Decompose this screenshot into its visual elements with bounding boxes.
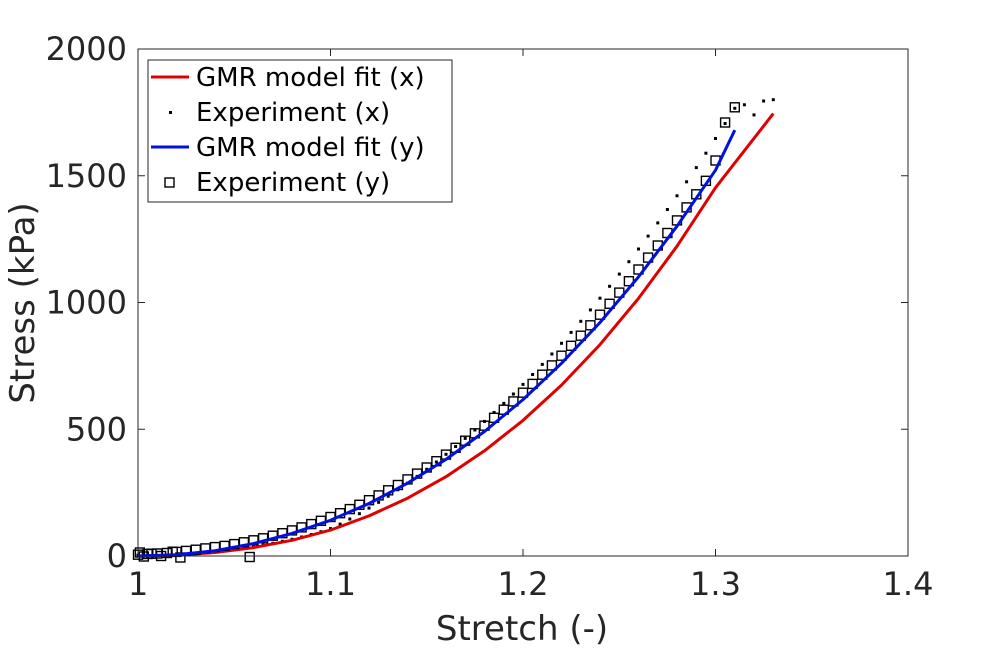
x-tick-label: 1.4: [883, 565, 934, 603]
data-point-experiment-y: [719, 117, 731, 128]
data-point-experiment-x: [569, 330, 573, 334]
data-point-experiment-x: [685, 180, 689, 184]
data-point-experiment-y: [244, 551, 255, 563]
data-point-experiment-x: [665, 208, 669, 211]
data-point-experiment-y: [527, 378, 538, 390]
data-point-experiment-x: [492, 411, 496, 414]
data-point-experiment-x: [656, 221, 660, 225]
data-point-experiment-y: [556, 350, 567, 361]
data-point-experiment-x: [762, 99, 766, 103]
data-point-experiment-x: [771, 98, 775, 102]
data-point-experiment-x: [357, 512, 361, 516]
data-point-experiment-x: [694, 166, 698, 170]
x-tick-label: 1.1: [305, 565, 356, 603]
legend: GMR model fit (x) Experiment (x) GMR mod…: [147, 59, 453, 203]
legend-label-experiment-y: Experiment (y): [196, 168, 390, 198]
data-point-experiment-x: [348, 517, 352, 521]
data-point-experiment-x: [550, 352, 554, 356]
data-point-experiment-x: [377, 500, 381, 504]
x-axis-label: Stretch (-): [436, 609, 608, 649]
legend-swatch-experiment-x: [169, 111, 172, 114]
data-point-experiment-x: [473, 428, 477, 432]
data-point-experiment-y: [565, 340, 577, 351]
data-point-experiment-x: [531, 373, 535, 376]
data-point-experiment-x: [511, 392, 515, 396]
data-point-experiment-x: [434, 460, 438, 464]
data-point-experiment-x: [675, 194, 679, 198]
data-point-experiment-y: [594, 309, 606, 320]
y-axis-label: Stress (kPa): [3, 202, 43, 403]
data-point-experiment-y: [546, 360, 558, 371]
data-point-experiment-y: [537, 369, 548, 380]
data-point-experiment-x: [425, 467, 429, 471]
data-point-experiment-x: [752, 113, 756, 117]
data-point-experiment-x: [723, 122, 727, 125]
legend-label-experiment-x: Experiment (x): [196, 98, 390, 128]
legend-swatch-experiment-y: [164, 177, 175, 188]
series-gmr-model-fit-x: [137, 112, 775, 558]
data-point-experiment-x: [598, 296, 602, 300]
data-point-experiment-x: [617, 272, 621, 276]
legend-box: [147, 59, 453, 203]
y-tick-label: 1500: [46, 157, 127, 195]
y-tick-label: 2000: [46, 30, 127, 68]
x-tick-label: 1.3: [690, 565, 741, 603]
data-point-experiment-x: [588, 308, 592, 312]
y-tick-label: 0: [107, 537, 127, 575]
data-point-experiment-x: [502, 401, 506, 405]
x-tick-label: 1.2: [498, 565, 549, 603]
data-point-experiment-x: [608, 284, 612, 288]
data-point-experiment-x: [704, 151, 708, 155]
data-point-experiment-x: [338, 522, 342, 526]
data-point-experiment-x: [742, 103, 746, 107]
series-line-gmr-model-fit-x: [137, 112, 775, 558]
data-point-experiment-x: [521, 382, 525, 386]
data-point-experiment-x: [733, 106, 737, 110]
x-axis: 1 1.1 1.2 1.3 1.4: [128, 49, 934, 603]
data-point-experiment-x: [367, 506, 371, 510]
data-point-experiment-x: [454, 445, 458, 448]
data-point-experiment-x: [646, 234, 650, 238]
data-point-experiment-x: [627, 260, 631, 264]
data-point-experiment-x: [463, 436, 467, 440]
data-point-experiment-y: [729, 102, 740, 113]
data-point-experiment-x: [714, 137, 717, 140]
y-axis: 0 500 1000 1500 2000: [46, 30, 908, 575]
data-point-experiment-y: [575, 330, 586, 341]
legend-label-gmr-x: GMR model fit (x): [196, 63, 425, 93]
data-point-experiment-x: [579, 319, 583, 323]
data-point-experiment-x: [560, 341, 563, 345]
data-point-experiment-y: [585, 320, 596, 331]
data-point-experiment-y: [517, 387, 529, 398]
series-layer: [132, 98, 775, 563]
series-gmr-model-fit-y: [137, 129, 737, 558]
y-tick-label: 500: [66, 410, 127, 448]
data-point-experiment-x: [444, 452, 448, 456]
series-line-gmr-model-fit-y: [137, 129, 737, 558]
legend-label-gmr-y: GMR model fit (y): [196, 133, 425, 163]
data-point-experiment-x: [540, 362, 544, 366]
data-point-experiment-x: [386, 494, 390, 498]
data-point-experiment-x: [637, 247, 640, 251]
x-tick-label: 1: [128, 565, 148, 603]
y-tick-label: 1000: [46, 284, 127, 322]
